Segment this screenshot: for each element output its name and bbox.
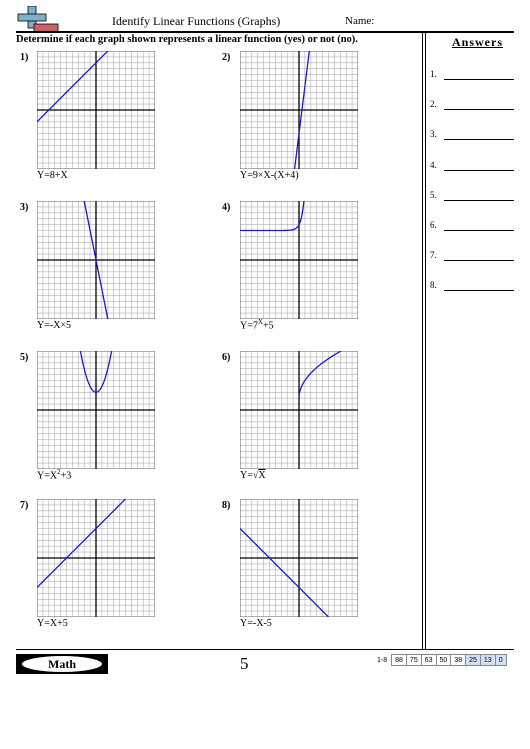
problem-number: 7) [20,500,29,511]
score-range-label: 1-8 [377,656,388,664]
answers-title: Answers [452,35,503,49]
answer-number: 1. [430,69,437,79]
answer-blank[interactable] [444,260,514,262]
answer-blank[interactable] [444,230,514,231]
score-cell: 88 [391,654,407,666]
graph-2 [240,51,358,169]
worksheet-title: Identify Linear Functions (Graphs) [112,14,281,28]
answer-number: 3. [430,129,437,140]
score-cell: 50 [435,654,452,666]
header-rule [16,31,514,33]
answer-number: 2. [430,99,437,110]
footer-rule [16,649,514,650]
problem-number: 6) [222,352,231,363]
problem-number: 3) [20,202,29,213]
graph-4 [240,201,358,319]
function-curve [293,51,310,169]
problem-number: 1) [20,52,29,63]
answer-blank[interactable] [444,169,514,171]
problem-number: 4) [222,202,231,213]
answer-row: 2. [430,99,514,113]
answer-row: 1. [430,69,514,83]
answer-number: 5. [430,189,437,200]
function-curve [37,51,109,123]
equation-1: Y=8+X [37,170,68,181]
answer-number: 7. [430,250,437,261]
column-divider [425,32,426,649]
function-curve [83,201,109,319]
score-cell: 63 [420,654,437,666]
graph-8 [240,499,358,617]
function-curve [240,528,330,617]
function-curve [240,201,305,232]
answer-number: 8. [430,280,437,291]
answer-blank[interactable] [444,139,514,141]
graph-7 [37,499,155,617]
equation-4: Y=7X+5 [240,318,274,332]
answer-number: 6. [430,220,437,230]
problem-number: 5) [20,352,29,363]
answer-blank[interactable] [444,199,514,201]
instructions: Determine if each graph shown represents… [16,34,358,45]
answer-row: 8. [430,280,514,294]
column-divider [422,32,423,649]
page-number: 5 [240,654,249,673]
score-cell: 38 [450,654,467,666]
score-cell: 25 [465,654,481,666]
equation-5: Y=X2+3 [37,468,72,482]
score-cell: 13 [479,654,496,666]
subject-badge: Math [16,654,108,674]
graph-6 [240,351,358,469]
equation-7: Y=X+5 [37,618,68,629]
function-curve [298,351,343,399]
graph-1 [37,51,155,169]
equation-8: Y=-X-5 [240,618,272,629]
problem-number: 8) [222,500,231,511]
function-curve [37,499,127,588]
score-cell: 0 [494,654,507,666]
name-label: Name: [345,15,375,27]
graph-3 [37,201,155,319]
answer-row: 5. [430,190,514,204]
equation-2: Y=9×X-(X+4) [240,170,299,181]
square-root-icon: √ [252,470,259,481]
answer-row: 4. [430,160,514,174]
answer-blank[interactable] [444,109,514,111]
equation-6: Y=√X [240,470,266,481]
graph-5 [37,351,155,469]
answer-row: 7. [430,250,514,264]
plus-minus-logo-icon [17,6,59,33]
problem-number: 2) [222,52,231,63]
answer-number: 4. [430,159,437,170]
answer-blank[interactable] [444,290,514,292]
subject-label: Math [22,656,102,672]
answer-blank[interactable] [444,79,514,80]
equation-3: Y=-X×5 [37,320,72,331]
answer-row: 6. [430,220,514,234]
score-table: 1-8 88 75 63 50 38 25 13 0 [374,654,507,666]
function-curve [79,351,113,393]
answer-row: 3. [430,129,514,143]
score-cell: 75 [405,654,422,666]
